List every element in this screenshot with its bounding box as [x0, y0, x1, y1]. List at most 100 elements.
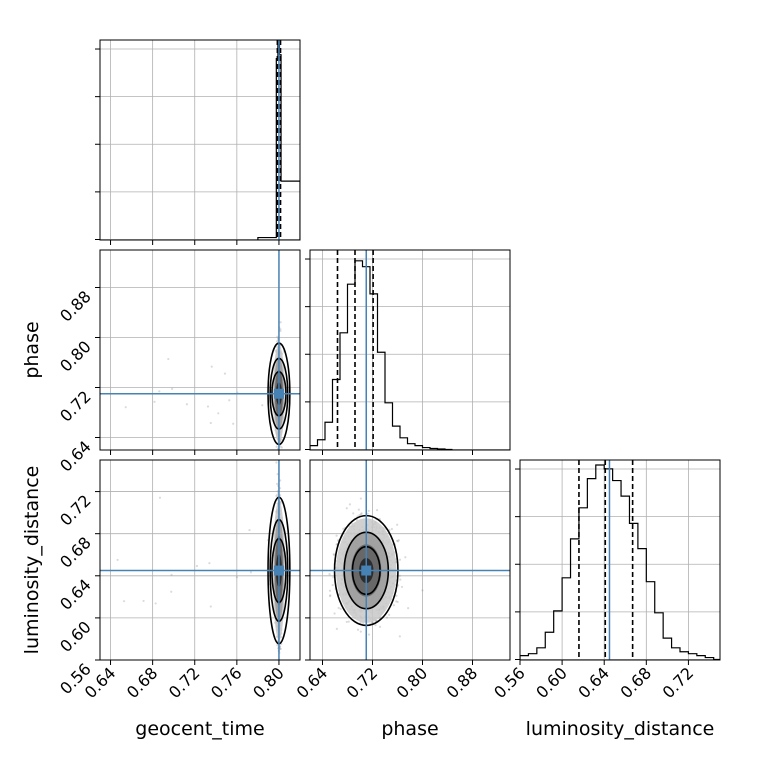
- sample-point: [335, 627, 338, 630]
- sample-point: [232, 422, 235, 425]
- sample-point: [396, 523, 399, 526]
- x-tick-label: 0.60: [532, 663, 571, 702]
- sample-point: [385, 616, 389, 619]
- y-tick-label: 0.64: [56, 437, 95, 476]
- x-tick-label: 0.72: [165, 663, 204, 702]
- sample-point: [333, 612, 336, 615]
- y-tick-label: 0.64: [56, 575, 95, 614]
- sample-point: [217, 412, 220, 415]
- sample-point: [153, 400, 156, 403]
- sample-point: [366, 512, 369, 515]
- sample-point: [390, 527, 393, 531]
- hist-step-phase: [310, 260, 453, 450]
- sample-point: [154, 602, 157, 605]
- sample-point: [396, 600, 399, 604]
- x-tick-label: 0.72: [659, 663, 698, 702]
- sample-point: [235, 576, 239, 579]
- sample-point: [158, 496, 162, 499]
- sample-point: [170, 573, 173, 576]
- sample-point: [332, 553, 335, 556]
- sample-point: [280, 446, 283, 449]
- y-tick-label: 0.80: [56, 337, 95, 376]
- x-tick-label: 0.64: [293, 663, 332, 702]
- sample-point: [333, 553, 336, 557]
- sample-point: [374, 624, 377, 627]
- x-tick-label: 0.72: [343, 663, 382, 702]
- y-tick-label: 0.88: [56, 287, 95, 326]
- sample-point: [195, 564, 199, 568]
- sample-point: [276, 644, 279, 647]
- sample-point: [277, 452, 279, 454]
- sample-point: [342, 527, 345, 530]
- sample-point: [276, 493, 279, 496]
- sample-point: [328, 573, 331, 576]
- sample-point: [277, 456, 279, 458]
- sample-point: [395, 539, 399, 542]
- hist-panel-luminosity_distance: 0.56 0.60 0.64 0.68 0.72: [490, 459, 721, 702]
- y-tick-label: 0.68: [56, 533, 95, 572]
- sample-point: [210, 365, 213, 368]
- scatter-panel-geocent_time-phase: 0.64 0.72 0.80 0.88: [56, 249, 301, 476]
- sample-point: [228, 399, 231, 402]
- sample-point: [398, 574, 401, 577]
- x-tick-label: 0.68: [123, 663, 162, 702]
- sample-point: [261, 404, 264, 407]
- sample-point: [359, 497, 362, 500]
- sample-point: [335, 543, 338, 546]
- sample-point: [276, 452, 278, 454]
- sample-point: [352, 512, 355, 515]
- sample-point: [276, 335, 279, 338]
- sample-point: [167, 357, 170, 361]
- sample-point: [275, 461, 278, 464]
- sample-point: [124, 406, 127, 409]
- panel-border: [519, 459, 721, 661]
- sample-point: [375, 509, 379, 512]
- sample-point: [378, 625, 382, 628]
- sample-point: [356, 628, 360, 631]
- sample-point: [399, 578, 402, 581]
- scatter-panel-phase-luminosity_distance: 0.64 0.72 0.80 0.88: [293, 459, 511, 702]
- sample-point: [357, 508, 360, 511]
- sample-point: [345, 507, 348, 510]
- hist-panel-geocent_time: [95, 39, 301, 245]
- sample-point: [359, 513, 363, 516]
- y-tick-label: 0.72: [56, 491, 95, 530]
- panel-border: [309, 459, 511, 661]
- sample-point: [358, 513, 361, 517]
- panel-border: [99, 249, 301, 451]
- sample-point: [208, 562, 211, 565]
- sample-point: [279, 329, 282, 332]
- y-axis-label-luminosity_distance: luminosity_distance: [21, 466, 43, 655]
- x-axis-label-geocent_time: geocent_time: [135, 718, 264, 740]
- sample-point: [370, 621, 373, 625]
- sample-point: [397, 539, 400, 542]
- sample-point: [360, 512, 363, 515]
- panel-border: [99, 459, 301, 661]
- x-tick-label: 0.88: [443, 663, 482, 702]
- sample-point: [367, 509, 370, 512]
- x-tick-label: 0.76: [207, 663, 246, 702]
- sample-point: [367, 633, 371, 636]
- sample-point: [392, 604, 396, 607]
- sample-point: [400, 585, 404, 589]
- hist-step-luminosity_distance: [520, 464, 720, 660]
- x-axis-label-phase: phase: [381, 718, 438, 740]
- hist-panel-phase: [305, 249, 511, 455]
- x-axis-label-luminosity_distance: luminosity_distance: [526, 718, 715, 740]
- sample-point: [209, 421, 212, 425]
- sample-point: [407, 607, 410, 610]
- truth-marker: [273, 565, 284, 576]
- panel-border: [99, 39, 301, 241]
- sample-point: [223, 372, 227, 375]
- sample-point: [209, 605, 212, 608]
- sample-point: [329, 594, 332, 597]
- sample-point: [249, 571, 253, 574]
- sample-point: [396, 540, 400, 543]
- y-axis-label-phase: phase: [21, 321, 43, 378]
- sample-point: [116, 558, 119, 562]
- sample-point: [421, 589, 424, 592]
- panel-border: [309, 249, 511, 451]
- sample-point: [347, 620, 350, 623]
- sample-point: [337, 606, 340, 610]
